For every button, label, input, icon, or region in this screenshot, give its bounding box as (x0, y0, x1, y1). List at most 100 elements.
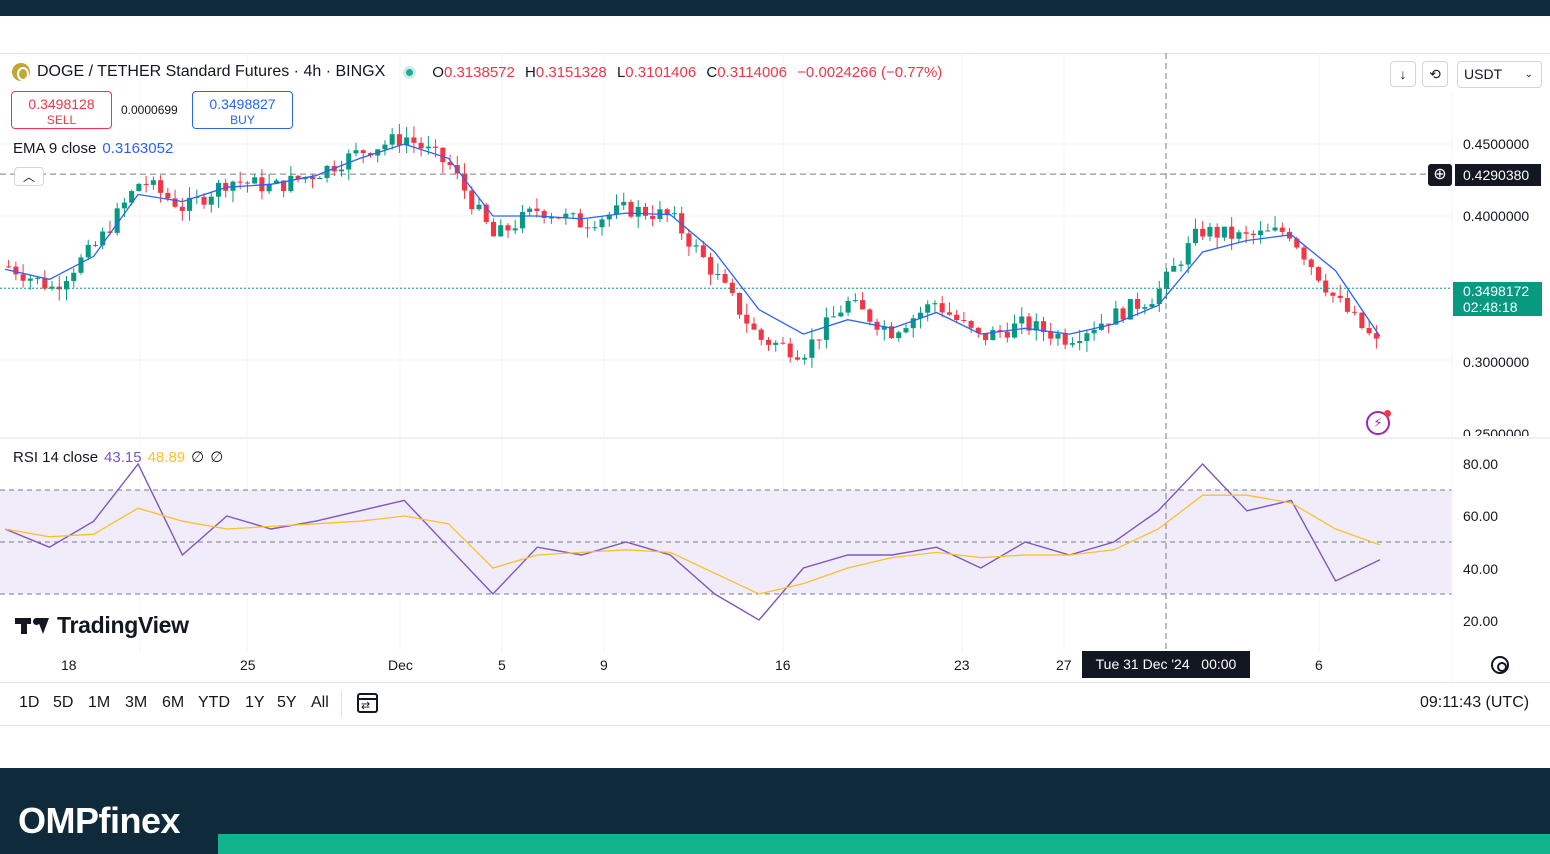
candle-body (990, 330, 996, 341)
currency-select[interactable]: USDT ⌄ (1457, 61, 1542, 88)
time-axis-label: 18 (61, 657, 77, 673)
rsi-value: 43.15 (104, 449, 142, 466)
candle-body (715, 274, 721, 276)
sell-button[interactable]: 0.3498128 SELL (11, 91, 112, 129)
symbol-title[interactable]: DOGE / TETHER Standard Futures · 4h · BI… (37, 63, 386, 80)
candle-body (1366, 328, 1372, 334)
candle-body (165, 192, 171, 199)
sell-label: SELL (46, 113, 77, 127)
candle-body (787, 343, 793, 358)
candle-body (324, 165, 330, 178)
refresh-icon: ⟲ (1429, 66, 1441, 82)
bar-countdown: 02:48:18 (1463, 299, 1518, 315)
add-alert-button[interactable]: ⊕ (1428, 164, 1452, 186)
candle-body (1091, 329, 1097, 334)
candle-body (35, 277, 41, 279)
price-axis-label: 0.2500000 (1463, 426, 1530, 436)
range-3m-button[interactable]: 3M (125, 694, 148, 711)
range-1d-button[interactable]: 1D (19, 694, 40, 711)
candle-body (223, 182, 229, 191)
candle-body (765, 339, 772, 345)
rsi-axis-label: 60.00 (1463, 508, 1499, 524)
collapse-legend-button[interactable]: ︿ (14, 167, 44, 186)
candle-body (1279, 227, 1285, 232)
refresh-button[interactable]: ⟲ (1422, 61, 1448, 87)
candle-body (1113, 308, 1119, 325)
candle-body (56, 286, 62, 290)
candle-body (1004, 331, 1010, 338)
candle-body (1323, 280, 1329, 293)
open-value: 0.3138572 (443, 63, 515, 81)
price-axis-label: 0.4500000 (1463, 136, 1530, 152)
range-all-button[interactable]: All (311, 694, 329, 711)
candle-body (635, 206, 641, 217)
tradingview-logo[interactable]: TradingView (15, 612, 189, 639)
candle-body (440, 147, 446, 163)
rsi-axis-label: 80.00 (1463, 456, 1499, 472)
range-5d-button[interactable]: 5D (53, 694, 74, 711)
candle-body (1026, 316, 1032, 331)
range-1y-button[interactable]: 1Y (245, 694, 265, 711)
candle-body (1156, 288, 1162, 305)
range-1m-button[interactable]: 1M (88, 694, 111, 711)
candle-body (158, 180, 164, 193)
candle-body (534, 208, 540, 211)
range-ytd-button[interactable]: YTD (198, 694, 230, 711)
candle-body (114, 208, 120, 233)
candle-body (961, 319, 967, 321)
candle-body (888, 326, 895, 338)
candle-body (845, 300, 851, 313)
candle-body (187, 197, 193, 211)
candle-body (621, 201, 627, 206)
candle-body (548, 217, 554, 219)
candle-body (1214, 226, 1220, 238)
range-6m-button[interactable]: 6M (162, 694, 185, 711)
candle-body (1337, 295, 1343, 299)
range-5y-button[interactable]: 5Y (277, 694, 297, 711)
chevron-down-icon: ⌄ (1524, 69, 1533, 80)
candle-body (13, 266, 19, 275)
candle-body (780, 342, 786, 344)
calendar-icon[interactable] (357, 693, 378, 713)
crosshair-time-label: Tue 31 Dec '24 00:00 (1082, 651, 1250, 678)
candle-body (809, 339, 815, 358)
candle-body (78, 257, 84, 273)
candle-body (1171, 265, 1177, 272)
time-axis-label: 27 (1056, 657, 1072, 673)
rsi-legend[interactable]: RSI 14 close 43.15 48.89 ∅ ∅ (13, 449, 224, 466)
candle-body (910, 318, 916, 329)
candle-body (92, 244, 98, 246)
candle-body (143, 183, 149, 185)
candle-body (954, 314, 960, 320)
time-axis-label: Dec (388, 657, 413, 673)
flash-icon[interactable]: ⚡ (1366, 410, 1391, 435)
candle-body (1344, 298, 1350, 312)
chart-canvas[interactable] (0, 53, 1550, 683)
candle-body (244, 182, 250, 184)
candle-body (208, 196, 214, 205)
download-button[interactable]: ↓ (1390, 61, 1416, 87)
candle-body (252, 177, 258, 184)
candle-body (1315, 267, 1322, 281)
symbol-legend: DOGE / TETHER Standard Futures · 4h · BI… (12, 63, 942, 81)
candle-body (1178, 264, 1184, 266)
candle-body (1192, 228, 1198, 244)
candle-body (1229, 226, 1235, 239)
time-axis-label: 25 (240, 657, 256, 673)
last-price: 0.3498172 (1463, 283, 1530, 299)
candle-body (751, 323, 757, 330)
candle-body (396, 134, 402, 146)
candle-body (1236, 232, 1242, 239)
candle-body (1258, 230, 1264, 236)
ema-legend[interactable]: EMA 9 close 0.3163052 (13, 140, 173, 157)
candle-body (946, 312, 952, 315)
chart-frame (0, 53, 1550, 726)
utc-clock[interactable]: 09:11:43 (UTC) (1420, 694, 1530, 711)
candle-body (360, 150, 366, 154)
candle-body (700, 245, 706, 258)
settings-gear-icon[interactable] (1491, 656, 1509, 674)
candle-body (527, 208, 533, 212)
buy-button[interactable]: 0.3498827 BUY (192, 91, 293, 129)
market-status-icon (403, 65, 417, 79)
candle-body (1185, 243, 1191, 265)
